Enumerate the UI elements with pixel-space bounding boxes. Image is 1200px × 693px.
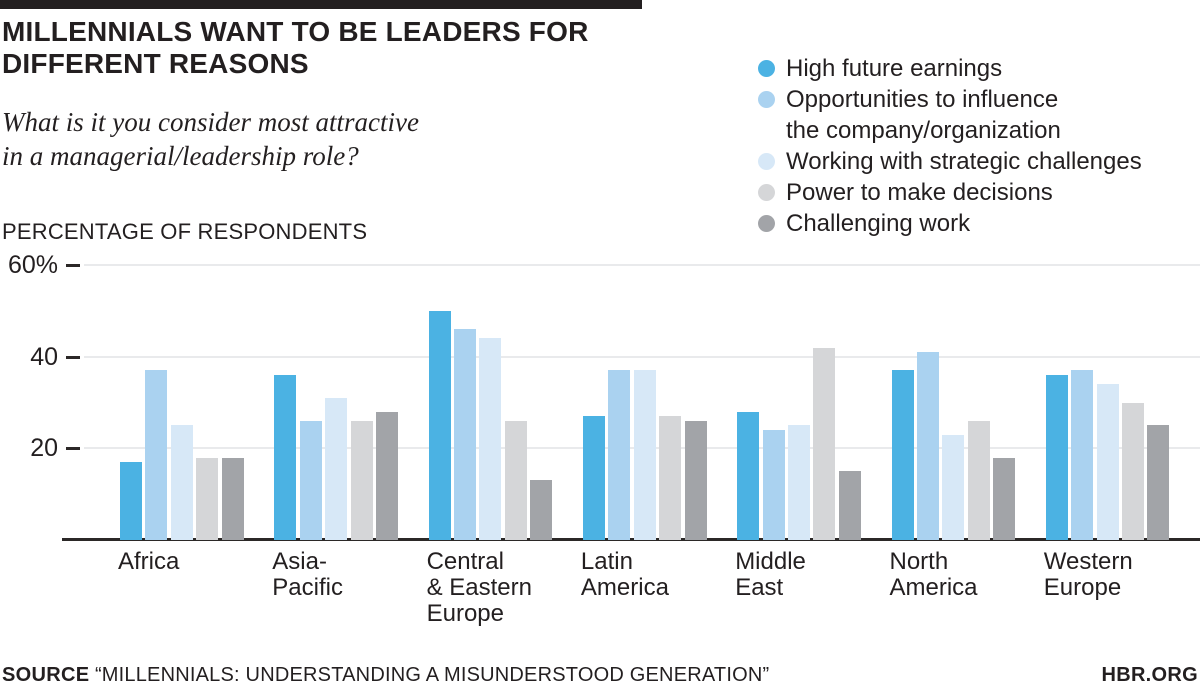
category-label: Africa <box>118 548 180 575</box>
category-label: North America <box>889 548 978 601</box>
bar <box>504 420 527 540</box>
legend-item: High future earnings <box>758 53 1200 84</box>
legend-dot-icon <box>758 215 775 232</box>
bar <box>1147 425 1170 540</box>
legend-dot-icon <box>758 153 775 170</box>
bar <box>274 375 297 540</box>
chart-subtitle-line2: in a managerial/leadership role? <box>2 141 359 171</box>
bar <box>838 471 861 541</box>
category-label: Latin America <box>580 548 669 601</box>
y-axis-tick <box>66 355 80 359</box>
bar <box>762 430 785 540</box>
bar <box>479 338 502 540</box>
legend-item: Challenging work <box>758 208 1200 239</box>
bar <box>145 370 168 540</box>
legend-item: Power to make decisions <box>758 177 1200 208</box>
bar <box>350 420 373 540</box>
bar <box>221 457 244 540</box>
y-tick-label: 60% <box>7 251 58 279</box>
legend-label: Opportunities to influence <box>786 86 1059 113</box>
bar <box>299 420 322 540</box>
legend-label: Challenging work <box>786 210 971 237</box>
bar <box>325 397 348 540</box>
bar <box>891 370 914 540</box>
y-tick-label: 20 <box>30 434 58 463</box>
bar <box>1045 375 1068 540</box>
source-line: SOURCE “MILLENNIALS: UNDERSTANDING A MIS… <box>2 664 769 687</box>
bar <box>454 329 476 540</box>
bar <box>1122 402 1144 540</box>
legend-label: High future earnings <box>786 55 1003 82</box>
bar <box>916 352 939 540</box>
chart-title-line1: MILLENNIALS WANT TO BE LEADERS FOR <box>2 16 589 47</box>
bar <box>530 480 553 540</box>
bar <box>196 457 219 540</box>
gridline-60 <box>84 264 1200 266</box>
bar <box>684 420 707 540</box>
source-text: “MILLENNIALS: UNDERSTANDING A MISUNDERST… <box>94 664 770 686</box>
legend-dot-icon <box>758 91 775 108</box>
bar <box>737 411 760 540</box>
legend-item: Working with strategic challenges <box>758 146 1200 177</box>
bar <box>942 434 965 540</box>
legend: High future earnings Opportunities to inf… <box>758 53 1200 239</box>
chart-subtitle: What is it you consider most attractive … <box>2 105 702 173</box>
bar <box>1071 370 1094 540</box>
footer: SOURCE “MILLENNIALS: UNDERSTANDING A MIS… <box>2 664 1198 687</box>
bar <box>967 420 990 540</box>
category-label: Asia- Pacific <box>272 548 343 601</box>
y-axis-caption: PERCENTAGE OF RESPONDENTS <box>2 219 368 244</box>
legend-item: Opportunities to influence the company/or… <box>758 84 1200 146</box>
y-axis-tick <box>66 447 80 451</box>
bar <box>170 425 193 540</box>
gridline-40 <box>84 355 1200 358</box>
legend-label: the company/organization <box>786 117 1061 144</box>
legend-dot-icon <box>758 60 775 77</box>
top-accent-bar <box>0 0 642 9</box>
bar <box>633 370 656 540</box>
site-label: HBR.ORG <box>1101 664 1198 686</box>
bar <box>788 425 810 540</box>
category-label: Western Europe <box>1043 548 1133 601</box>
chart-subtitle-line1: What is it you consider most attractive <box>2 107 419 137</box>
legend-label: Power to make decisions <box>786 179 1053 206</box>
bar <box>659 416 682 540</box>
source-label: SOURCE <box>2 664 90 686</box>
bar <box>813 347 836 540</box>
bar <box>1096 384 1119 540</box>
category-label: Central & Eastern Europe <box>426 548 532 627</box>
y-tick-label: 40 <box>30 342 58 371</box>
bar <box>582 416 605 540</box>
bar <box>993 457 1016 540</box>
bar <box>428 310 451 540</box>
x-axis-line <box>62 538 1200 541</box>
bar <box>375 411 398 540</box>
bar <box>608 370 631 540</box>
legend-label: Working with strategic challenges <box>786 148 1142 175</box>
legend-dot-icon <box>758 184 775 201</box>
category-label: Middle East <box>735 548 806 601</box>
bar <box>120 462 142 540</box>
chart-title-line2: DIFFERENT REASONS <box>2 48 309 79</box>
y-axis-tick <box>66 264 80 267</box>
chart-title: MILLENNIALS WANT TO BE LEADERS FOR DIFFE… <box>2 16 702 80</box>
